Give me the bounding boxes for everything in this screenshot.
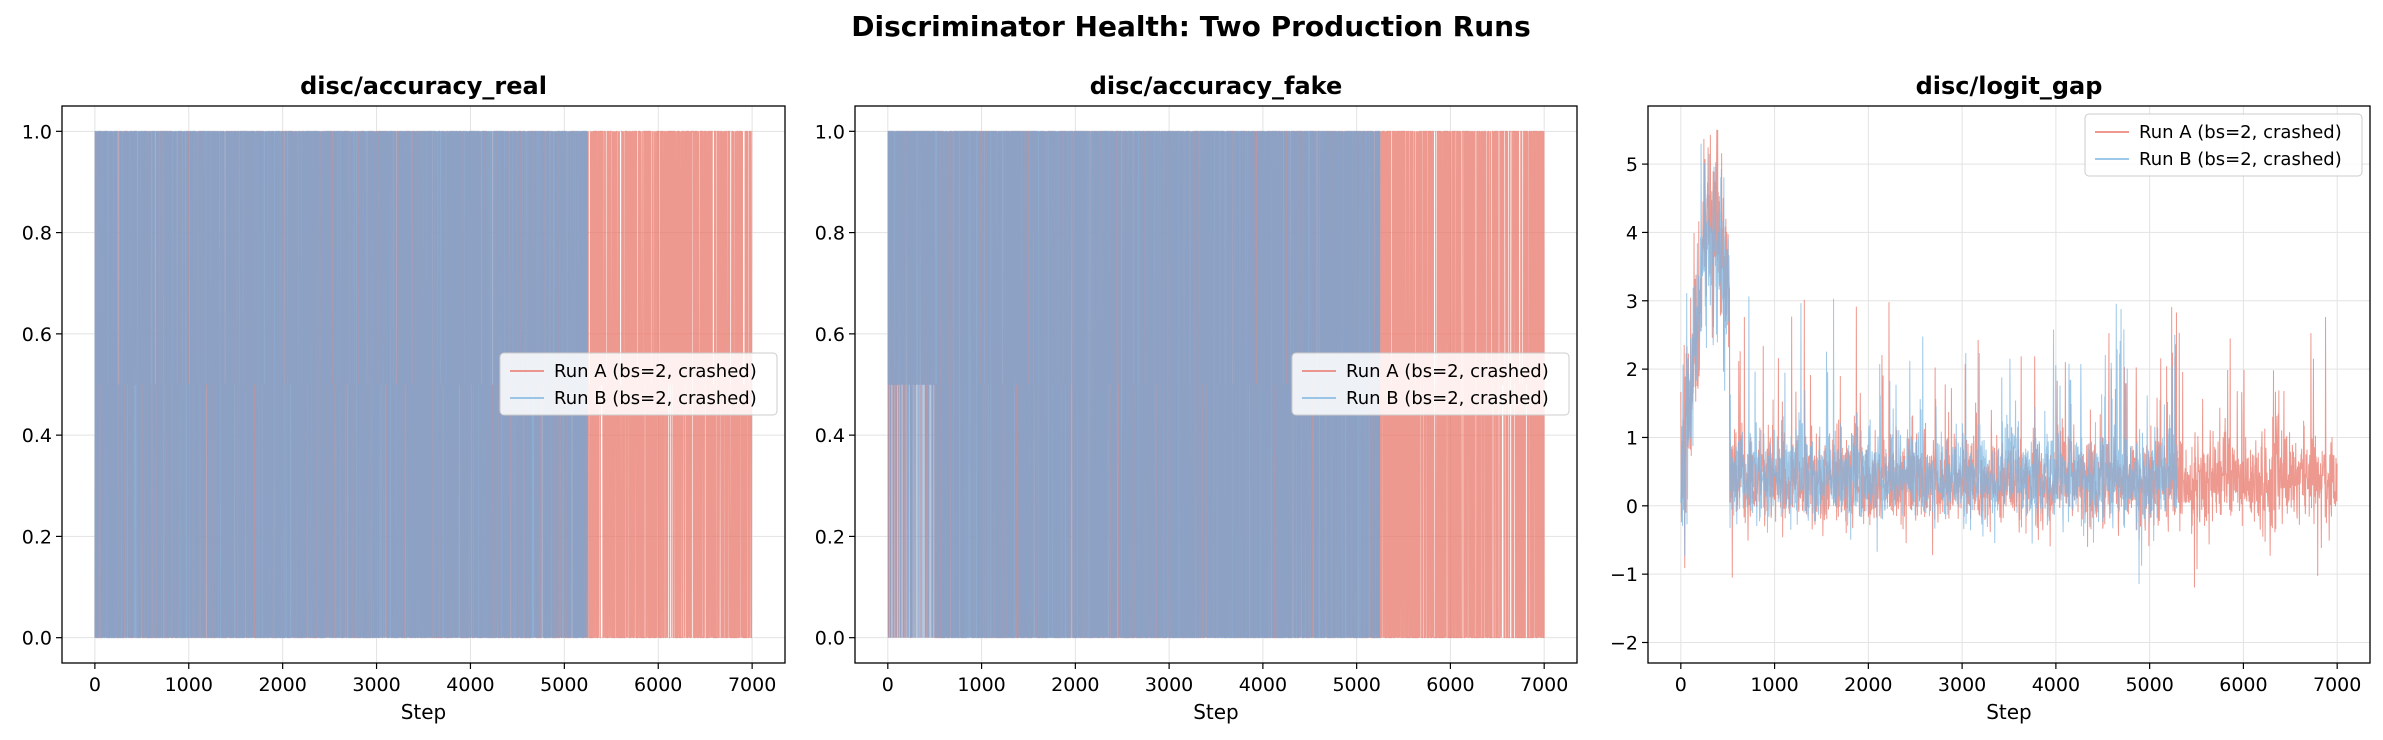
y-tick-label: 1.0 [815, 121, 845, 143]
legend-label-run-a: Run A (bs=2, crashed) [554, 361, 757, 382]
y-tick-label: 5 [1626, 154, 1638, 176]
legend-label-run-b: Run B (bs=2, crashed) [1346, 388, 1549, 409]
y-tick-label: 0.2 [22, 526, 52, 548]
y-tick-label: 0.8 [815, 223, 845, 245]
y-tick-label: 0.0 [22, 628, 52, 650]
axes-frame [1647, 105, 2371, 664]
panel-title-logit-gap: disc/logit_gap [1916, 72, 2103, 100]
y-tick-label: 0.4 [815, 425, 845, 447]
y-tick-label: 3 [1626, 291, 1638, 313]
series-line-run-a [1680, 129, 2338, 588]
x-tick-label: 0 [1675, 674, 1687, 696]
legend-box [2084, 113, 2363, 177]
y-tick-label: 0.6 [815, 324, 845, 346]
legend-label-run-a: Run A (bs=2, crashed) [1346, 361, 1549, 382]
x-tick-label: 6000 [2219, 674, 2267, 696]
legend-box [499, 352, 778, 416]
y-tick-label: 0.0 [815, 628, 845, 650]
y-tick-label: 0.2 [815, 526, 845, 548]
legend-label-run-b: Run B (bs=2, crashed) [2139, 149, 2342, 170]
x-tick-label: 2000 [1051, 674, 1099, 696]
y-tick-label: 0.6 [22, 324, 52, 346]
x-tick-label: 6000 [1426, 674, 1474, 696]
chart-accuracy-real: disc/accuracy_real 0 1000 2000 3000 4000 5000 6… [22, 72, 786, 724]
axes-frame [61, 105, 786, 664]
y-tick-label: 0 [1626, 496, 1638, 518]
x-tick-label: 0 [882, 674, 894, 696]
panel-title-accuracy-real: disc/accuracy_real [300, 72, 547, 100]
y-tick-label: 0.8 [22, 223, 52, 245]
x-tick-label: 5000 [1332, 674, 1380, 696]
x-tick-label: 6000 [634, 674, 682, 696]
x-tick-label: 2000 [258, 674, 306, 696]
x-tick-label: 5000 [2125, 674, 2173, 696]
legend-box [1291, 352, 1570, 416]
x-axis-label: Step [1986, 700, 2032, 724]
chart-logit-gap: disc/logit_gap 0 1000 2000 3000 4000 5000 6000 7… [1610, 72, 2371, 724]
x-tick-label: 3000 [352, 674, 400, 696]
legend-label-run-b: Run B (bs=2, crashed) [554, 388, 757, 409]
x-tick-label: 4000 [1239, 674, 1287, 696]
x-tick-label: 5000 [540, 674, 588, 696]
x-tick-label: 3000 [1145, 674, 1193, 696]
x-tick-label: 2000 [1844, 674, 1892, 696]
x-tick-label: 3000 [1938, 674, 1986, 696]
legend-logit-gap: Run A (bs=2, crashed) Run B (bs=2, crashe… [2084, 113, 2363, 177]
x-axis-label: Step [1193, 700, 1239, 724]
x-tick-label: 1000 [165, 674, 213, 696]
figure-title: Discriminator Health: Two Production Run… [851, 10, 1530, 43]
x-tick-label: 1000 [957, 674, 1005, 696]
x-tick-label: 7000 [2313, 674, 2361, 696]
panel-title-accuracy-fake: disc/accuracy_fake [1090, 72, 1343, 100]
series-line-run-b [1680, 143, 2179, 585]
x-tick-label: 4000 [2032, 674, 2080, 696]
y-tick-label: 2 [1626, 359, 1638, 381]
x-tick-label: 0 [89, 674, 101, 696]
chart-accuracy-fake: disc/accuracy_fake 0 1000 2000 3000 4000 5000 6… [815, 72, 1578, 724]
gridlines-logit-gap [1648, 106, 2370, 663]
legend-accuracy-fake: Run A (bs=2, crashed) Run B (bs=2, crashe… [1291, 352, 1570, 416]
x-tick-label: 4000 [446, 674, 494, 696]
x-axis-label: Step [401, 700, 447, 724]
y-tick-label: 1 [1626, 427, 1638, 449]
y-tick-label: 4 [1626, 222, 1638, 244]
axes-frame [854, 105, 1578, 664]
x-tick-label: 1000 [1750, 674, 1798, 696]
x-tick-label: 7000 [1520, 674, 1568, 696]
y-tick-label: 1.0 [22, 121, 52, 143]
y-tick-label: 0.4 [22, 425, 52, 447]
legend-accuracy-real: Run A (bs=2, crashed) Run B (bs=2, crashe… [499, 352, 778, 416]
y-tick-label: −2 [1610, 632, 1638, 654]
legend-label-run-a: Run A (bs=2, crashed) [2139, 122, 2342, 143]
y-tick-label: −1 [1610, 564, 1638, 586]
x-tick-label: 7000 [728, 674, 776, 696]
